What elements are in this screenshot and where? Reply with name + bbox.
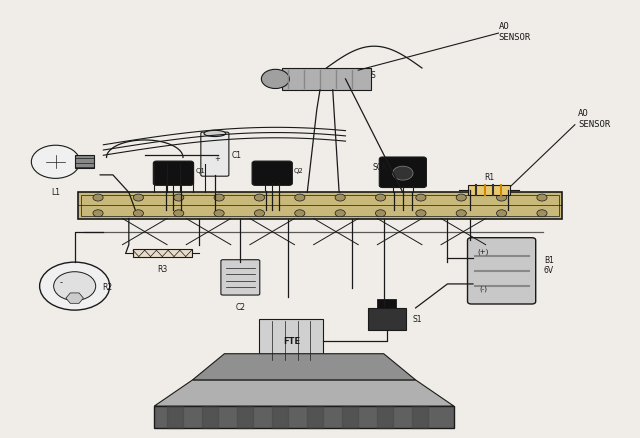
Circle shape (54, 272, 96, 301)
Circle shape (214, 210, 224, 217)
Text: +: + (214, 156, 220, 162)
Bar (81, 195, 559, 217)
Circle shape (537, 194, 547, 201)
Text: SCR: SCR (372, 162, 388, 171)
Text: AO
SENSOR: AO SENSOR (578, 109, 611, 129)
Bar (75, 156, 94, 169)
Polygon shape (154, 380, 454, 406)
FancyBboxPatch shape (380, 158, 426, 188)
Bar (468, 186, 509, 195)
Circle shape (173, 194, 184, 201)
Text: (-): (-) (479, 285, 488, 291)
Circle shape (393, 167, 413, 181)
Bar (282, 69, 371, 91)
Bar (368, 308, 406, 330)
Circle shape (93, 194, 103, 201)
Circle shape (456, 210, 467, 217)
Circle shape (376, 194, 386, 201)
Circle shape (537, 210, 547, 217)
Circle shape (254, 210, 264, 217)
Polygon shape (193, 354, 415, 380)
Circle shape (456, 194, 467, 201)
Circle shape (295, 210, 305, 217)
Text: AO
SENSOR: AO SENSOR (499, 22, 531, 42)
Bar (78, 193, 562, 219)
Text: R2: R2 (102, 282, 113, 291)
Circle shape (416, 194, 426, 201)
Text: C1: C1 (232, 150, 242, 159)
Circle shape (497, 194, 507, 201)
FancyBboxPatch shape (221, 260, 260, 295)
Bar (378, 300, 396, 308)
Circle shape (335, 194, 345, 201)
Circle shape (173, 210, 184, 217)
FancyBboxPatch shape (154, 162, 193, 186)
Bar (259, 319, 323, 363)
Text: S1: S1 (412, 314, 422, 324)
Text: B1
6V: B1 6V (544, 255, 554, 275)
Bar (133, 250, 191, 258)
Circle shape (133, 210, 143, 217)
Circle shape (93, 210, 103, 217)
Circle shape (133, 194, 143, 201)
FancyBboxPatch shape (201, 133, 229, 177)
Text: Q2: Q2 (294, 167, 304, 173)
Circle shape (261, 70, 289, 89)
Text: S: S (371, 71, 376, 80)
Circle shape (416, 210, 426, 217)
Text: R3: R3 (157, 264, 168, 273)
Text: -: - (59, 277, 62, 286)
Circle shape (295, 194, 305, 201)
Text: FTE: FTE (283, 336, 300, 345)
FancyBboxPatch shape (252, 162, 292, 186)
Ellipse shape (204, 131, 226, 137)
Circle shape (254, 194, 264, 201)
Circle shape (31, 146, 80, 179)
Bar (154, 406, 454, 428)
Circle shape (40, 262, 109, 311)
Circle shape (376, 210, 386, 217)
Polygon shape (66, 293, 83, 304)
Text: C2: C2 (236, 303, 245, 312)
Text: Q1: Q1 (195, 167, 205, 173)
Circle shape (497, 210, 507, 217)
Text: L1: L1 (51, 187, 60, 197)
Text: (+): (+) (478, 248, 489, 254)
Circle shape (335, 210, 345, 217)
FancyBboxPatch shape (467, 238, 536, 304)
Circle shape (214, 194, 224, 201)
Text: R1: R1 (484, 173, 494, 182)
